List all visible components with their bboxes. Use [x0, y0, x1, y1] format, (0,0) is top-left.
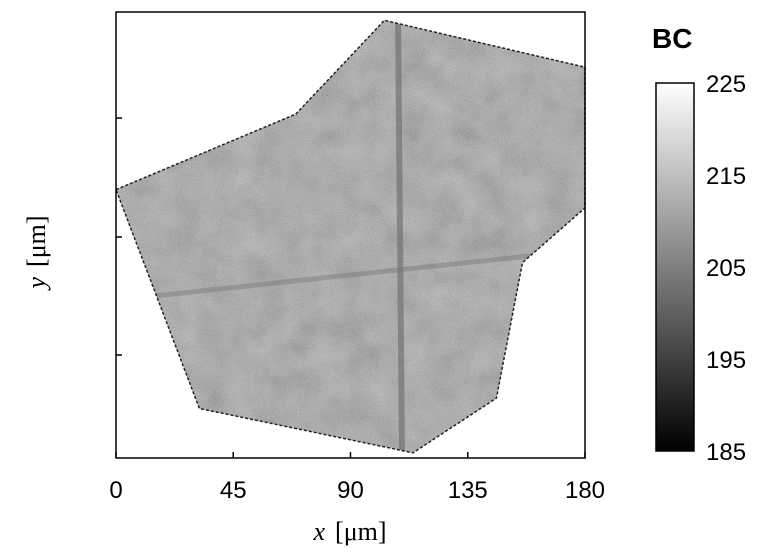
colorbar-tick-label: 185: [706, 439, 746, 466]
colorbar-tick-label: 215: [706, 163, 746, 190]
grain-boundary-diagonal: [116, 247, 585, 303]
x-tick-label: 45: [220, 477, 247, 504]
colorbar-ticks: 185 195 205 215 225: [706, 71, 746, 466]
grain-boundary-vertical: [395, 20, 405, 453]
colorbar-title: BC: [652, 23, 692, 54]
y-axis-ticks: [116, 117, 122, 356]
x-tick-label: 90: [337, 477, 364, 504]
x-axis-label: x [μm]: [312, 517, 386, 546]
x-axis-ticks: 0 45 90 135 180: [109, 452, 605, 504]
colorbar-tick-label: 195: [706, 347, 746, 374]
colorbar-tick-label: 225: [706, 71, 746, 98]
x-tick-label: 0: [109, 477, 122, 504]
y-axis-label: y [μm]: [22, 215, 51, 291]
x-tick-label: 180: [565, 477, 605, 504]
colorbar-tick-label: 205: [706, 255, 746, 282]
x-tick-label: 135: [448, 477, 488, 504]
colorbar: [655, 82, 695, 452]
